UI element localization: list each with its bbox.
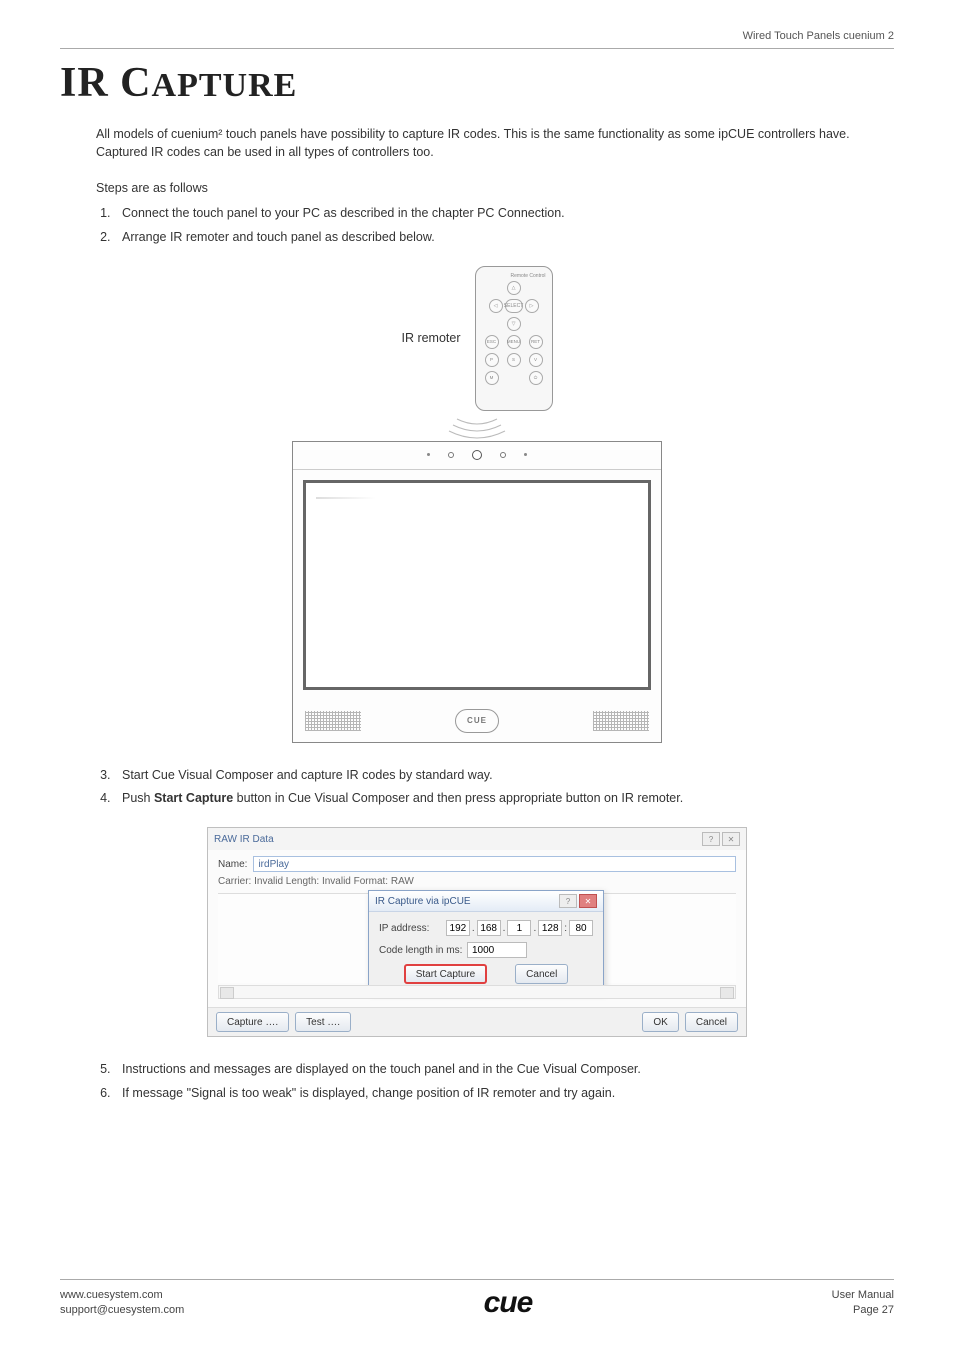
capture-button[interactable]: Capture …. <box>216 1012 289 1032</box>
intro-paragraph: All models of cuenium² touch panels have… <box>96 125 894 161</box>
ip-dot: . <box>533 923 536 934</box>
dpad: △ ▽ ◁ ▷ SELECT <box>489 281 539 331</box>
sub-help-icon[interactable]: ? <box>559 894 577 908</box>
ip-dot: . <box>503 923 506 934</box>
esc-button-icon: ESC <box>485 335 499 349</box>
dpad-down-icon: ▽ <box>507 317 521 331</box>
ip-octet-3[interactable] <box>507 920 531 936</box>
ip-label: IP address: <box>379 923 446 934</box>
ir-waves-icon <box>447 415 507 441</box>
horizontal-scrollbar[interactable] <box>218 985 736 999</box>
step-5: Instructions and messages are displayed … <box>114 1059 894 1080</box>
dpad-up-icon: △ <box>507 281 521 295</box>
start-capture-button[interactable]: Start Capture <box>404 964 487 984</box>
dialog-title: RAW IR Data <box>214 834 274 845</box>
dpad-left-icon: ◁ <box>489 299 503 313</box>
ir-illustration: IR remoter Remote Control △ ▽ ◁ ▷ SELECT… <box>292 266 662 743</box>
step-4-bold: Start Capture <box>154 791 233 805</box>
v-button-icon: V <box>529 353 543 367</box>
footer-page: Page 27 <box>832 1303 894 1318</box>
ip-octet-4[interactable] <box>538 920 562 936</box>
page-footer: www.cuesystem.com support@cuesystem.com … <box>60 1279 894 1320</box>
title-post: APTURE <box>152 67 298 104</box>
remote-buttons: ESC MENU RET P S V M ⏻ <box>485 335 543 385</box>
speaker-grille-icon <box>593 711 649 731</box>
s-button-icon: S <box>507 353 521 367</box>
steps-list-3: Instructions and messages are displayed … <box>114 1059 894 1104</box>
sensor-dot-icon <box>448 452 454 458</box>
steps-lead: Steps are as follows <box>96 179 894 197</box>
codelen-label: Code length in ms: <box>379 945 467 956</box>
raw-ir-dialog: RAW IR Data ? ✕ Name: Carrier: Invalid L… <box>207 827 747 1037</box>
hex-data-area: IR Capture via ipCUE ? ✕ IP address: . <box>218 893 736 983</box>
sensor-dot-icon <box>524 453 527 456</box>
ret-button-icon: RET <box>529 335 543 349</box>
codelen-input[interactable] <box>467 942 527 958</box>
footer-manual: User Manual <box>832 1288 894 1303</box>
panel-sensor-bar <box>293 442 661 470</box>
m-button-icon: M <box>485 371 499 385</box>
name-label: Name: <box>218 859 247 870</box>
cue-logo-badge: CUE <box>455 709 499 733</box>
footer-brand-logo: cue <box>484 1286 533 1320</box>
step-4: Push Start Capture button in Cue Visual … <box>114 788 894 809</box>
power-button-icon: ⏻ <box>529 371 543 385</box>
close-button-icon[interactable]: ✕ <box>722 832 740 846</box>
steps-list-2: Start Cue Visual Composer and capture IR… <box>114 765 894 810</box>
ip-dot: . <box>472 923 475 934</box>
sensor-dot-icon <box>500 452 506 458</box>
step-6: If message "Signal is too weak" is displ… <box>114 1083 894 1104</box>
title-pre: IR C <box>60 60 152 106</box>
dpad-right-icon: ▷ <box>525 299 539 313</box>
ir-capture-subdialog: IR Capture via ipCUE ? ✕ IP address: . <box>368 890 604 993</box>
ip-octet-1[interactable] <box>446 920 470 936</box>
help-button-icon[interactable]: ? <box>702 832 720 846</box>
header-product: Wired Touch Panels cuenium 2 <box>60 30 894 49</box>
p-button-icon: P <box>485 353 499 367</box>
remote-control: Remote Control △ ▽ ◁ ▷ SELECT ESC MENU R… <box>475 266 553 411</box>
sensor-dot-icon <box>427 453 430 456</box>
step-3: Start Cue Visual Composer and capture IR… <box>114 765 894 786</box>
remoter-label: IR remoter <box>401 331 460 345</box>
port-sep: : <box>564 923 567 934</box>
touch-panel: CUE <box>292 441 662 743</box>
ok-button[interactable]: OK <box>642 1012 678 1032</box>
ip-octet-2[interactable] <box>477 920 501 936</box>
cancel-button[interactable]: Cancel <box>685 1012 738 1032</box>
name-input[interactable] <box>253 856 736 872</box>
dpad-select: SELECT <box>505 299 523 313</box>
speaker-grille-icon <box>305 711 361 731</box>
step-2: Arrange IR remoter and touch panel as de… <box>114 227 894 248</box>
sensor-dot-icon <box>472 450 482 460</box>
footer-email: support@cuesystem.com <box>60 1303 184 1318</box>
test-button[interactable]: Test …. <box>295 1012 351 1032</box>
port-input[interactable] <box>569 920 593 936</box>
remote-title: Remote Control <box>476 273 552 279</box>
footer-url: www.cuesystem.com <box>60 1288 184 1303</box>
step-1: Connect the touch panel to your PC as de… <box>114 203 894 224</box>
subdialog-title: IR Capture via ipCUE <box>375 896 471 907</box>
panel-screen <box>303 480 651 690</box>
page-title: IR CAPTURE <box>60 59 894 107</box>
panel-bottom: CUE <box>293 700 661 742</box>
sub-cancel-button[interactable]: Cancel <box>515 964 568 984</box>
menu-button-icon: MENU <box>507 335 521 349</box>
steps-list-1: Connect the touch panel to your PC as de… <box>114 203 894 248</box>
carrier-meta: Carrier: Invalid Length: Invalid Format:… <box>218 876 736 887</box>
sub-close-icon[interactable]: ✕ <box>579 894 597 908</box>
